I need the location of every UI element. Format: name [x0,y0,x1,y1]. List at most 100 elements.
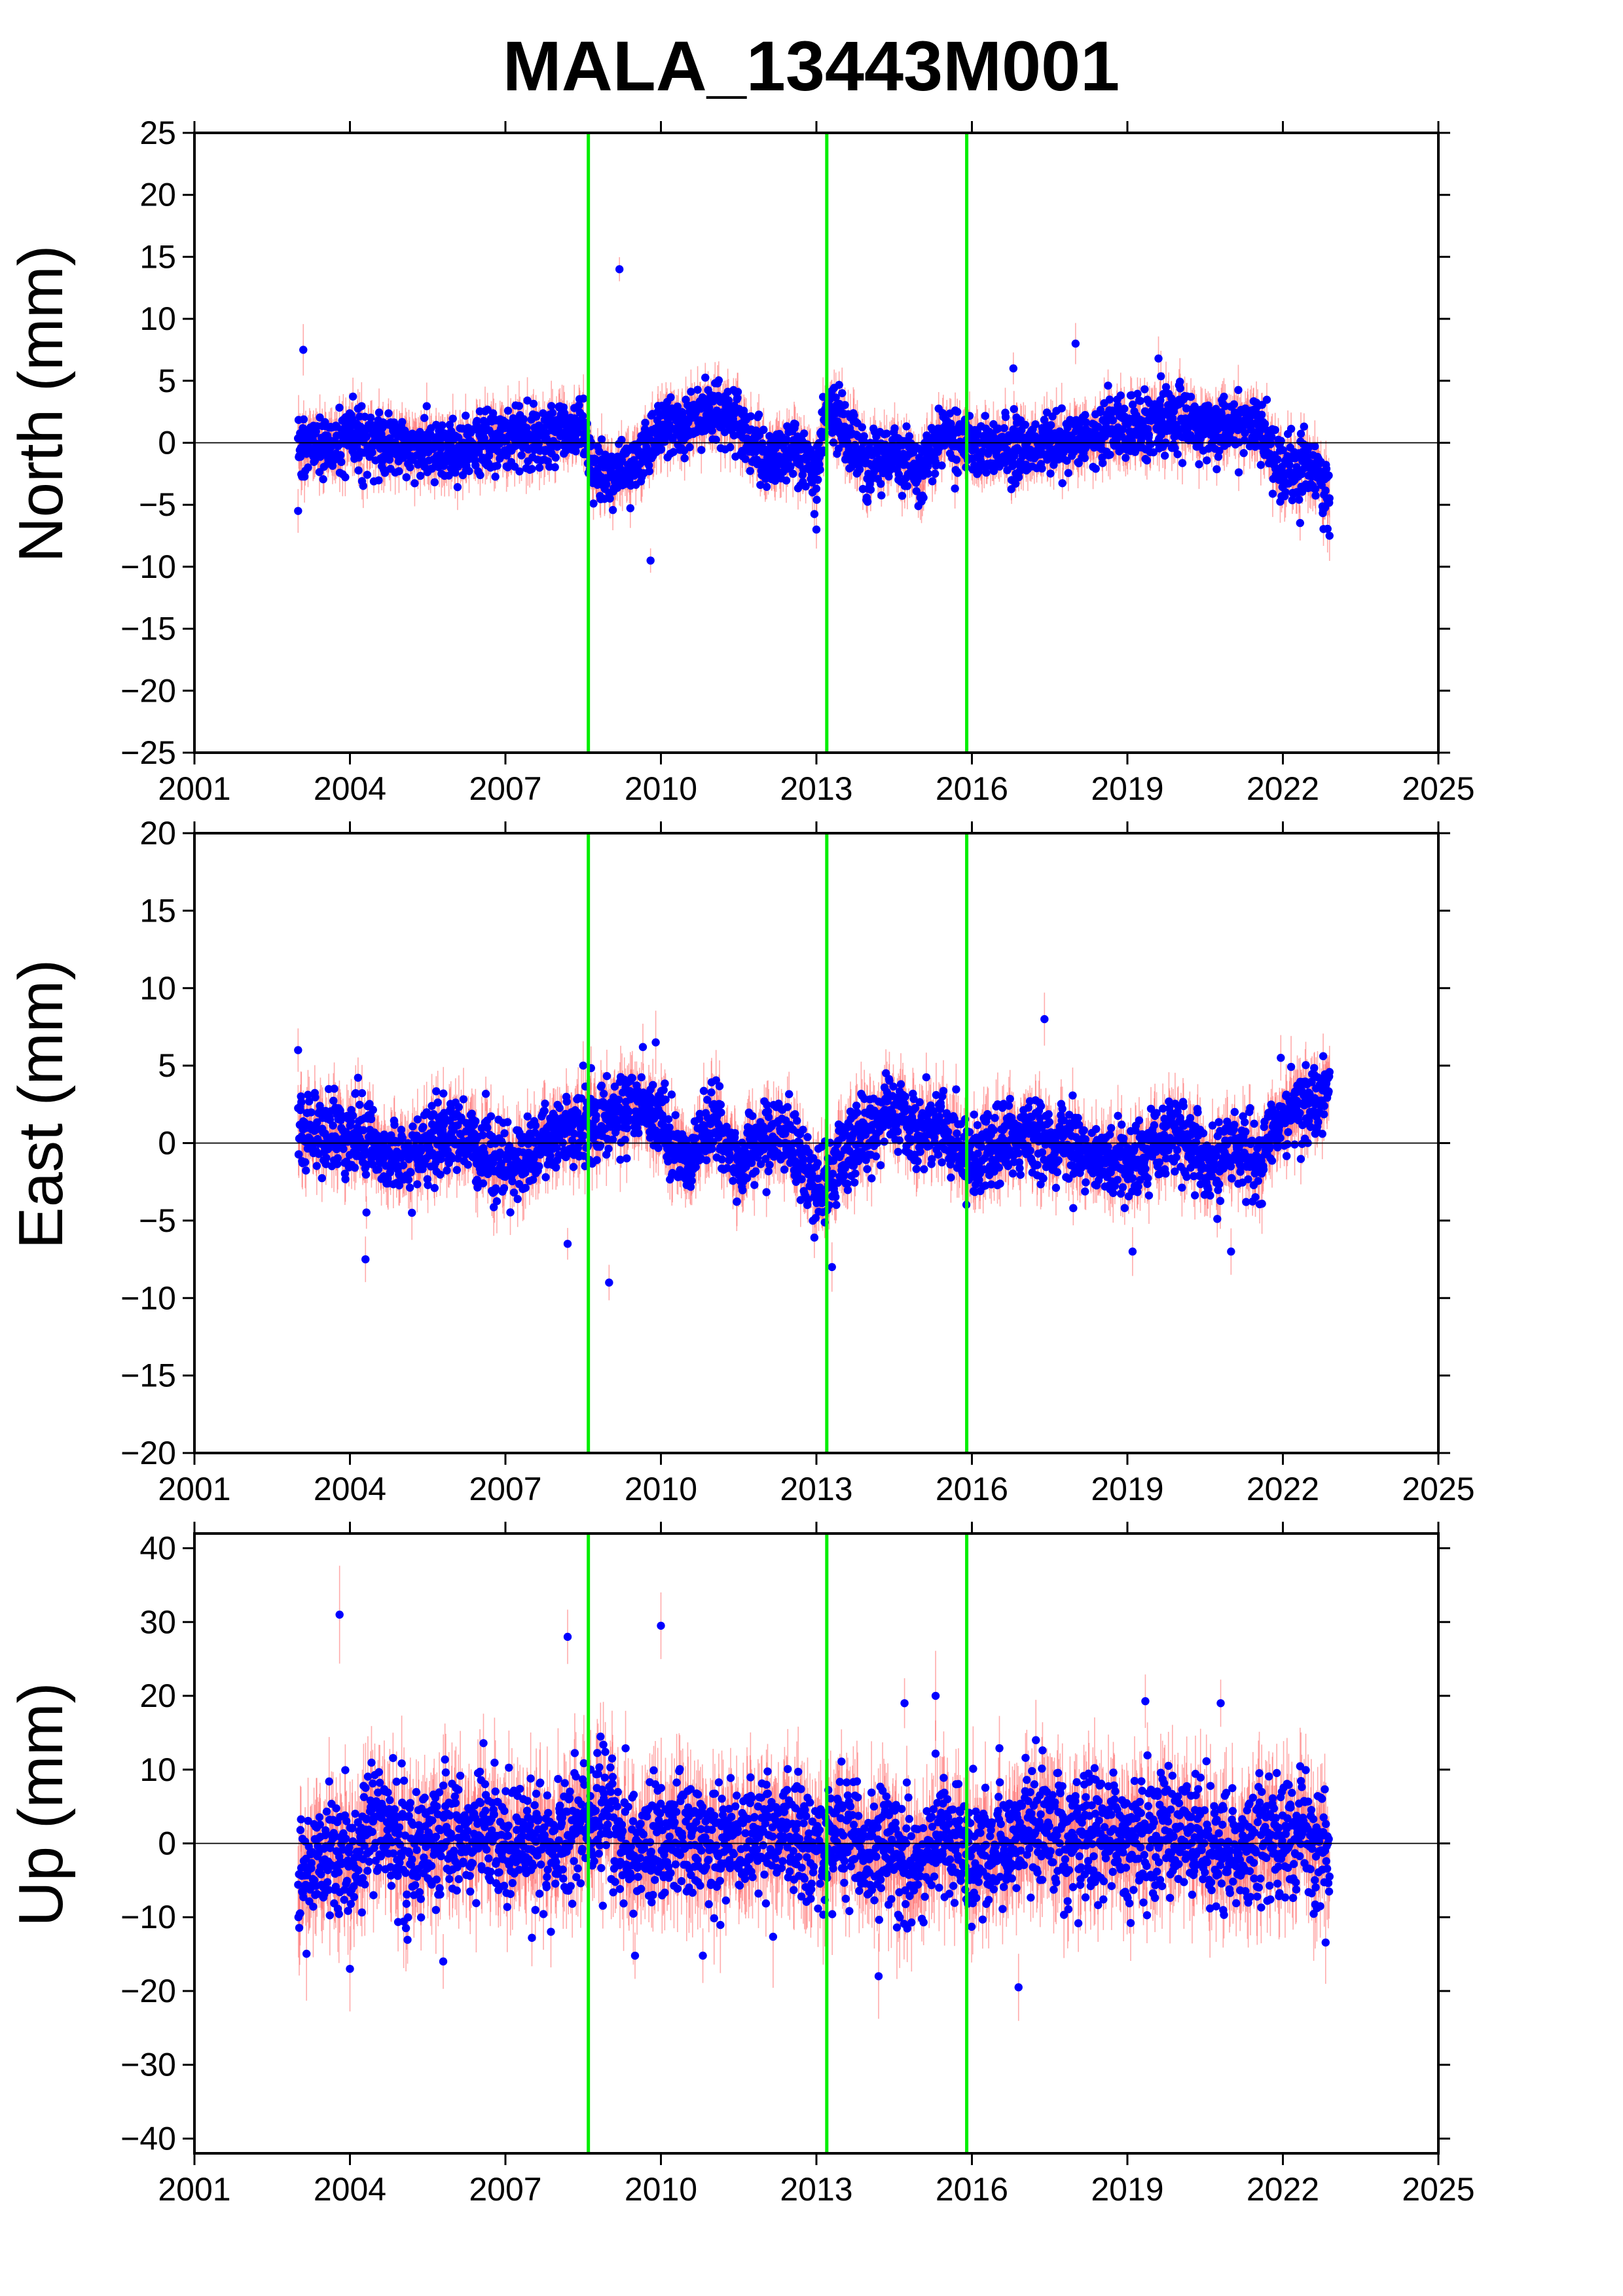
north-data-point [812,495,821,504]
north-data-point [1046,469,1055,478]
north-data-point [1108,416,1118,425]
north-data-point [522,423,531,432]
north-data-point [894,470,903,478]
north-data-point [406,463,414,472]
north-data-point [430,478,439,487]
north-data-point [335,403,344,412]
north-data-point [814,475,822,484]
north-data-point [1239,448,1248,457]
north-data-point [919,493,928,502]
north-data-point [348,392,357,401]
north-data-point [835,380,843,389]
north-data-point [551,453,560,462]
north-data-point [1178,459,1187,467]
north-data-point [448,414,457,423]
north-data-point [465,467,473,475]
north-data-point [1104,381,1112,390]
north-data-point [1010,404,1018,414]
north-data-point [445,420,454,429]
north-data-point [515,402,524,410]
north-data-point [1176,384,1184,393]
north-data-point [574,428,583,437]
north-data-point [931,469,939,478]
north-data-point [928,477,937,486]
north-data-point [746,467,754,475]
north-data-point [462,411,470,420]
north-data-point [420,414,429,422]
north-data-point [1136,397,1144,405]
north-data-point [493,461,501,470]
north-data-point [357,402,366,410]
north-data-point [535,463,544,472]
north-data-point [863,497,872,506]
north-data-point [1001,412,1010,422]
north-data-point [1064,469,1073,477]
north-data-point [952,456,961,464]
north-data-point [1186,393,1195,401]
north-data-point [762,482,771,492]
north-data-point [1234,386,1243,395]
north-data-point [548,408,557,418]
north-data-point [579,394,588,403]
north-data-point [1203,456,1211,465]
north-data-point [816,465,824,474]
north-data-point [1057,404,1066,413]
north-data-point [547,402,556,410]
north-data-point [701,373,710,382]
north-data-point [416,471,425,480]
north-data-point [374,408,384,417]
north-data-point [362,433,371,441]
north-panel: 2001 2004 2007 2010 2013 2016 2019 2022 2025−25−… [6,115,1475,807]
north-data-point [685,443,694,452]
north-data-point [503,406,513,415]
north-data-point [398,418,407,426]
north-data-point [454,433,463,442]
north-data-point [608,506,617,514]
north-data-point [898,492,907,500]
north-data-point [641,418,649,427]
north-data-point [953,408,962,416]
north-data-point [606,494,614,503]
north-data-point [491,473,500,481]
north-data-point [532,412,541,421]
north-data-point [1106,450,1114,459]
north-data-point [368,448,376,457]
north-data-point [578,412,587,420]
north-data-point [951,484,959,493]
north-data-point [714,376,723,385]
north-data-point [363,471,372,479]
north-data-point [1000,424,1009,433]
north-data-point [1195,460,1203,469]
north-data-point [402,473,410,482]
north-data-point [304,463,312,472]
north-data-point [1021,420,1030,429]
north-data-point [380,469,390,477]
north-data-point [903,482,912,490]
north-data-point [1122,454,1130,462]
north-data-point [693,386,702,394]
north-data-point [589,499,598,508]
north-data-point [453,483,462,492]
north-data-point [810,510,819,518]
north-data-point [1173,450,1182,459]
north-data-point [1146,440,1155,449]
north-data-point [1080,454,1089,463]
north-data-point [337,451,345,459]
north-data-point [451,469,460,477]
chart-title: MALA_13443M001 [503,26,1120,105]
north-data-point [626,504,634,512]
north-data-point [519,415,528,423]
north-data-point [726,443,735,452]
north-data-point [841,401,849,409]
north-data-point [1144,431,1154,439]
north-data-point [341,473,350,482]
north-data-point [1157,372,1165,381]
north-data-point [799,429,809,438]
north-data-point [1234,468,1243,476]
north-data-point [666,393,675,402]
north-data-point [575,401,583,410]
north-data-point [385,456,394,464]
north-data-point [680,454,689,463]
north-data-point [354,466,363,475]
